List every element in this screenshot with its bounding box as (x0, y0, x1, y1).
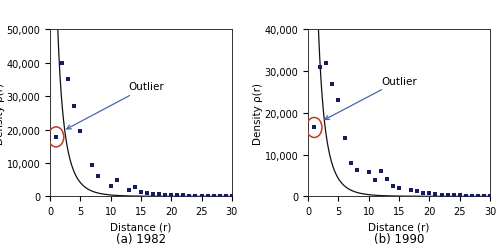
Point (131, 185, 139, 189)
Point (432, 193, 440, 197)
Point (438, 193, 446, 197)
Title: (b) 1990: (b) 1990 (374, 232, 424, 245)
Point (328, 82, 336, 86)
Point (76, 130, 84, 134)
Point (180, 194, 188, 198)
Point (64, 78, 72, 82)
Point (383, 177, 391, 181)
Point (174, 193, 182, 197)
Point (322, 61, 330, 66)
Point (112, 178, 120, 182)
Point (52, 135, 60, 139)
Point (456, 194, 464, 198)
Point (462, 194, 470, 198)
Point (58, 61, 66, 66)
Point (192, 194, 200, 198)
Point (94, 174, 102, 178)
Point (137, 191, 145, 195)
Point (377, 170, 385, 174)
Point (486, 194, 494, 198)
Point (474, 194, 482, 198)
Point (210, 194, 218, 198)
Point (316, 66, 324, 70)
Point (216, 194, 224, 198)
Point (414, 190, 422, 194)
Point (365, 170, 373, 174)
Point (340, 136, 348, 140)
Y-axis label: Density ρ(r): Density ρ(r) (253, 82, 263, 144)
Point (167, 193, 175, 197)
Point (444, 193, 452, 197)
Point (450, 193, 458, 197)
Point (420, 191, 428, 195)
Point (161, 193, 169, 197)
Point (155, 193, 163, 197)
Point (186, 194, 194, 198)
Point (395, 186, 403, 190)
Text: Outlier: Outlier (325, 76, 416, 120)
Point (222, 194, 230, 198)
Point (407, 188, 415, 192)
X-axis label: Distance (r): Distance (r) (368, 222, 430, 232)
Point (352, 169, 360, 173)
Point (88, 163, 96, 167)
Title: (a) 1982: (a) 1982 (116, 232, 166, 245)
Point (125, 188, 133, 193)
Y-axis label: Density ρ(r): Density ρ(r) (0, 82, 5, 144)
Point (143, 192, 151, 196)
Point (228, 194, 236, 198)
Point (480, 194, 488, 198)
Point (106, 184, 114, 188)
Point (310, 126, 318, 130)
Point (149, 192, 157, 196)
Point (334, 99, 342, 103)
Point (346, 161, 354, 165)
X-axis label: Distance (r): Distance (r) (110, 222, 172, 232)
Point (204, 194, 212, 198)
Point (389, 184, 397, 188)
Point (426, 192, 434, 196)
Text: Outlier: Outlier (66, 82, 164, 130)
Point (70, 105, 78, 109)
Point (468, 194, 476, 198)
Point (198, 194, 205, 198)
Point (371, 178, 379, 182)
